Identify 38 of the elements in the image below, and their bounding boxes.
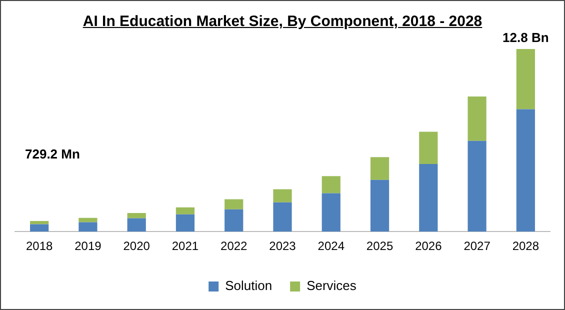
bar	[273, 202, 292, 232]
bar	[322, 176, 340, 194]
bar	[322, 193, 340, 232]
bar	[78, 222, 98, 232]
x-tick-label: 2025	[366, 239, 394, 254]
x-tick-label: 2020	[123, 239, 150, 254]
bar	[468, 96, 486, 141]
bar	[516, 49, 535, 110]
text: 12.8 Bn	[502, 30, 549, 46]
x-tick-label: 2021	[172, 239, 199, 254]
bar	[176, 214, 195, 232]
x-tick-label: 2028	[512, 239, 540, 254]
bar	[516, 109, 535, 232]
bar	[224, 209, 244, 232]
bar	[273, 189, 292, 202]
bar	[468, 140, 486, 232]
bar	[419, 164, 438, 232]
bar	[176, 207, 195, 214]
legend-label: Solution	[225, 278, 272, 294]
bar	[30, 224, 49, 232]
x-tick-label: 2026	[415, 239, 442, 254]
x-tick-label: 2024	[318, 239, 345, 254]
bar	[127, 212, 146, 218]
annotation: 729.2 Mn	[25, 146, 80, 162]
chart-title: AI In Education Market Size, By Component, 2018 - 2028	[82, 13, 484, 30]
x-tick-label: 2022	[220, 239, 248, 254]
bar	[419, 132, 438, 164]
bar	[78, 218, 98, 222]
bar	[370, 180, 390, 232]
x-tick-label: 2027	[464, 239, 491, 254]
bar	[127, 218, 146, 232]
x-tick-label: 2019	[74, 239, 102, 254]
legend-label: Services	[306, 278, 357, 294]
x-tick-label: 2023	[269, 239, 296, 254]
bar	[224, 199, 244, 210]
bar	[370, 157, 390, 180]
x-tick-label: 2018	[26, 239, 53, 254]
bar	[30, 221, 49, 224]
